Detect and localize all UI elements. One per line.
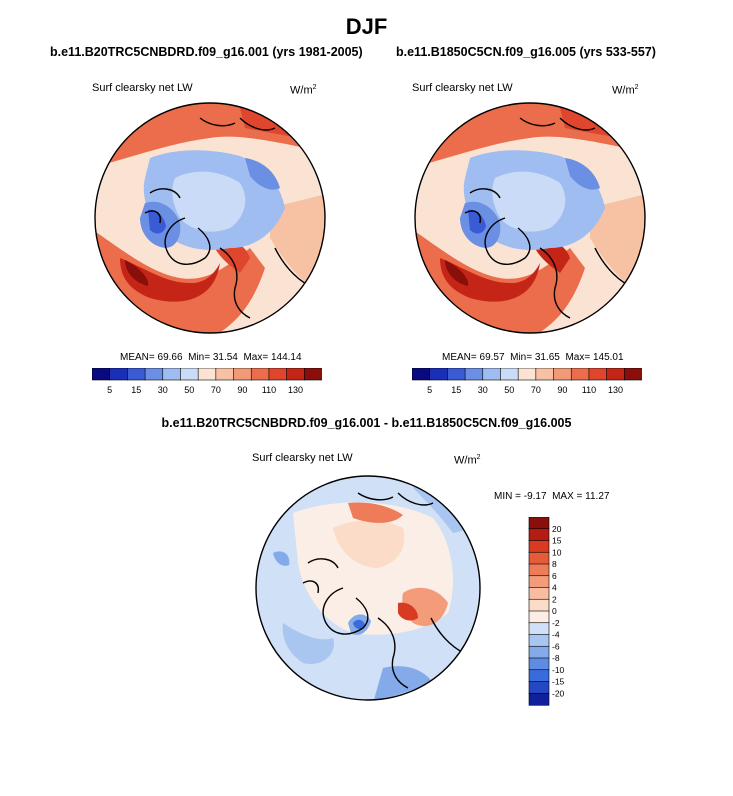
case2-colorbar: 5 15 30 50 70 90 110 130 — [412, 368, 642, 395]
case1-colorbar-box-5 — [180, 368, 199, 381]
diff-colorbar-box-14 — [528, 681, 550, 694]
diff-colorbar-box-4 — [528, 563, 550, 577]
case2-colorbar-label-4: 70 — [531, 385, 541, 395]
diff-colorbar-box-0 — [528, 517, 550, 530]
case1-colorbar-box-6 — [197, 368, 217, 381]
diff-colorbar-label-12: -10 — [552, 665, 565, 675]
diff-units: W/m2 — [454, 454, 481, 467]
case2-colorbar-box-11 — [606, 368, 625, 381]
diff-colorbar-box-3 — [528, 551, 550, 565]
case1-colorbar-label-7: 130 — [288, 385, 303, 395]
diff-colorbar-box-15 — [528, 692, 550, 706]
diff-minmax: MIN = -9.17 MAX = 11.27 — [494, 491, 610, 502]
case2-colorbar-label-1: 15 — [451, 385, 461, 395]
case1-colorbar-box-2 — [127, 368, 146, 381]
case1-colorbar-label-5: 90 — [237, 385, 247, 395]
diff-colorbar-label-10: -6 — [552, 641, 560, 651]
diff-polar-map — [255, 475, 481, 701]
diff-colorbar-box-9 — [528, 622, 550, 636]
case1-colorbar-label-6: 110 — [262, 385, 276, 395]
case2-colorbar-box-5 — [500, 368, 519, 381]
case1-colorbar-label-3: 50 — [184, 385, 194, 395]
case2-colorbar-label-0: 5 — [427, 385, 432, 395]
diff-colorbar-box-2 — [528, 540, 550, 553]
case2-colorbar-label-7: 130 — [608, 385, 623, 395]
case2-colorbar-label-6: 110 — [582, 385, 596, 395]
case1-colorbar-box-8 — [233, 368, 252, 381]
case2-polar-map — [414, 102, 646, 334]
case2-variable-label: Surf clearsky net LW — [412, 82, 513, 94]
page-title: DJF — [345, 14, 388, 39]
case2-colorbar-box-7 — [535, 368, 555, 381]
case1-colorbar-label-2: 30 — [158, 385, 168, 395]
diff-colorbar-box-13 — [528, 669, 550, 683]
diff-colorbar-label-1: 15 — [552, 536, 562, 546]
diff-colorbar-label-2: 10 — [552, 547, 562, 557]
case2-colorbar-box-8 — [553, 368, 572, 381]
case1-units: W/m2 — [290, 84, 317, 97]
diff-colorbar-label-8: -2 — [552, 618, 560, 628]
diff-colorbar-label-9: -4 — [552, 630, 560, 640]
diff-colorbar-label-0: 20 — [552, 524, 562, 534]
diff-colorbar-label-13: -15 — [552, 677, 565, 687]
case2-colorbar-box-4 — [482, 368, 502, 381]
case1-title: b.e11.B20TRC5CNBDRD.f09_g16.001 (yrs 198… — [50, 45, 363, 59]
case2-colorbar-box-12 — [624, 368, 642, 381]
case2-colorbar-box-6 — [517, 368, 537, 381]
diff-colorbar-label-11: -8 — [552, 653, 560, 663]
diff-colorbar-label-3: 8 — [552, 559, 557, 569]
diff-colorbar-box-7 — [528, 598, 550, 612]
diff-colorbar-box-12 — [528, 657, 550, 671]
case1-variable-label: Surf clearsky net LW — [92, 82, 193, 94]
diff-colorbar-box-10 — [528, 634, 550, 647]
case1-colorbar-label-4: 70 — [211, 385, 221, 395]
diff-title: b.e11.B20TRC5CNBDRD.f09_g16.001 - b.e11.… — [161, 416, 572, 430]
case2-colorbar-box-1 — [429, 368, 448, 381]
diff-colorbar-label-14: -20 — [552, 688, 565, 698]
case1-colorbar-box-12 — [304, 368, 322, 381]
diff-colorbar-box-6 — [528, 587, 550, 600]
diff-colorbar-label-6: 2 — [552, 594, 557, 604]
case1-colorbar-box-0 — [92, 368, 111, 381]
diff-colorbar-box-11 — [528, 645, 550, 659]
diff-colorbar-box-5 — [528, 575, 550, 589]
case2-colorbar-label-3: 50 — [504, 385, 514, 395]
case2-colorbar-label-5: 90 — [557, 385, 567, 395]
diff-colorbar-label-4: 6 — [552, 571, 557, 581]
diff-variable-label: Surf clearsky net LW — [252, 452, 353, 464]
case2-stats: MEAN= 69.57 Min= 31.65 Max= 145.01 — [442, 352, 624, 363]
diff-colorbar-box-1 — [528, 528, 550, 542]
case2-title: b.e11.B1850C5CN.f09_g16.005 (yrs 533-557… — [396, 45, 656, 59]
case1-colorbar-box-3 — [144, 368, 164, 381]
case1-colorbar-box-7 — [215, 368, 235, 381]
case1-colorbar-box-9 — [250, 368, 270, 381]
case1-colorbar-box-1 — [109, 368, 128, 381]
case1-colorbar-box-10 — [268, 368, 288, 381]
case1-colorbar-label-0: 5 — [107, 385, 112, 395]
case1-stats: MEAN= 69.66 Min= 31.54 Max= 144.14 — [120, 352, 302, 363]
case2-colorbar-box-9 — [570, 368, 590, 381]
case1-polar-map — [94, 102, 326, 334]
diff-colorbar-box-8 — [528, 610, 550, 624]
case2-colorbar-box-10 — [588, 368, 608, 381]
case2-colorbar-box-3 — [464, 368, 484, 381]
diff-colorbar-label-7: 0 — [552, 606, 557, 616]
case1-colorbar: 5 15 30 50 70 90 110 130 — [92, 368, 322, 395]
case1-colorbar-label-1: 15 — [131, 385, 141, 395]
case2-colorbar-box-0 — [412, 368, 431, 381]
case1-colorbar-box-11 — [286, 368, 305, 381]
case2-colorbar-box-2 — [447, 368, 466, 381]
diff-colorbar-label-5: 4 — [552, 583, 557, 593]
case1-colorbar-box-4 — [162, 368, 182, 381]
case2-units: W/m2 — [612, 84, 639, 97]
case2-colorbar-label-2: 30 — [478, 385, 488, 395]
